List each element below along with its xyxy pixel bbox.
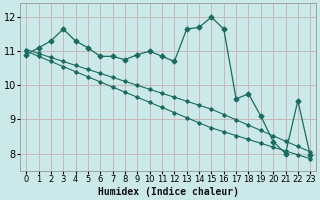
X-axis label: Humidex (Indice chaleur): Humidex (Indice chaleur) xyxy=(98,186,239,197)
